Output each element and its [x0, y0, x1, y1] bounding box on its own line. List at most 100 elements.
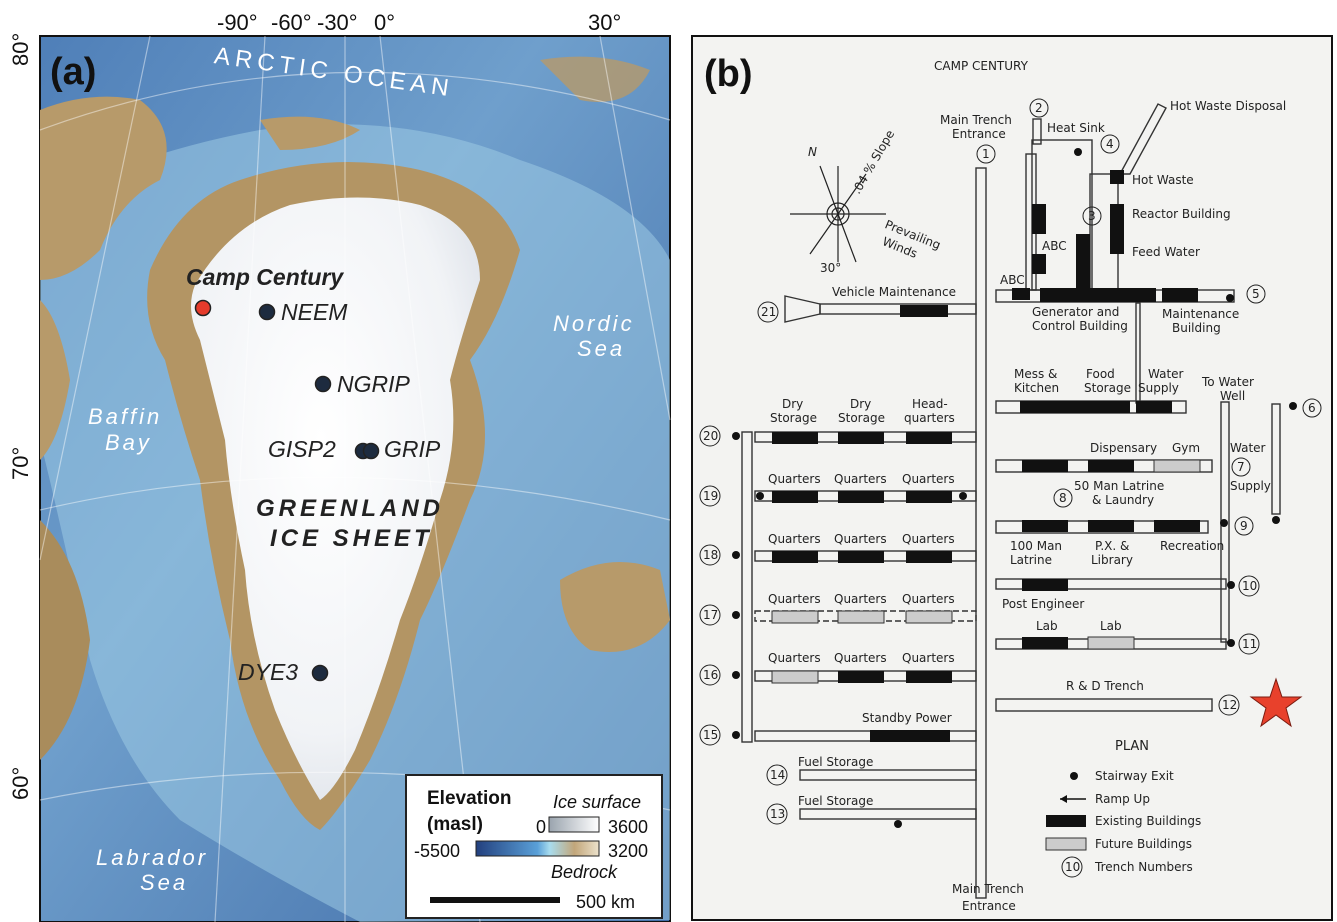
site-label-neem: NEEM	[281, 299, 348, 325]
label-quarters-16a: Quarters	[768, 651, 821, 665]
label-heat-sink: Heat Sink	[1047, 121, 1105, 135]
label-abc-1: ABC	[1042, 239, 1067, 253]
label-water-supply-2: Supply	[1230, 479, 1271, 493]
trench-number-19: 19	[703, 489, 718, 503]
label-to-water-2: Well	[1220, 389, 1245, 403]
site-marker-neem	[258, 303, 276, 321]
label-px-2: Library	[1091, 553, 1133, 567]
baffin-bay-label-2: Bay	[105, 430, 152, 455]
label-dispensary: Dispensary	[1090, 441, 1157, 455]
label-water-supply-1: Water	[1230, 441, 1266, 455]
label-food-1: Food	[1086, 367, 1115, 381]
label-main-trench-entrance-bot-2: Entrance	[962, 899, 1016, 913]
site-label-grip: GRIP	[384, 436, 441, 462]
labrador-sea-label-2: Sea	[140, 870, 188, 895]
trench-number-15: 15	[703, 728, 718, 742]
label-lab-1: Lab	[1036, 619, 1058, 633]
trench-number-11: 11	[1242, 637, 1257, 651]
label-quarters-19a: Quarters	[768, 472, 821, 486]
label-fuel-1: Fuel Storage	[798, 755, 873, 769]
legend-trench-sample: 10	[1065, 860, 1080, 874]
label-main-trench-entrance-bot-1: Main Trench	[952, 882, 1024, 896]
legend-bed-label: Bedrock	[551, 862, 618, 882]
label-dry-2a: Dry	[850, 397, 871, 411]
trench-number-12: 12	[1222, 698, 1237, 712]
label-fuel-2: Fuel Storage	[798, 794, 873, 808]
site-marker-grip	[362, 442, 380, 460]
trench-number-3: 3	[1088, 209, 1096, 223]
compass-north: N	[808, 145, 817, 159]
trench-number-4: 4	[1106, 137, 1114, 151]
legend-ramp: Ramp Up	[1095, 792, 1150, 806]
site-label-dye3: DYE3	[238, 659, 298, 685]
label-post-engineer: Post Engineer	[1002, 597, 1084, 611]
scale-bar-label: 500 km	[576, 892, 635, 912]
compass-angle: 30°	[820, 261, 841, 275]
greenland-map-panel: -90° -60° -30° 0° 30° 80° 70° 60° (a) AR…	[8, 10, 671, 922]
label-feed-water: Feed Water	[1132, 245, 1200, 259]
label-vehicle-maintenance: Vehicle Maintenance	[832, 285, 956, 299]
label-hq-2: quarters	[904, 411, 955, 425]
existing-buildings	[772, 170, 1200, 742]
label-quarters-17b: Quarters	[834, 592, 887, 606]
ice-sheet-label-2: ICE SHEET	[270, 525, 433, 552]
site-marker-camp-century	[194, 299, 212, 317]
label-latrine100-1: 100 Man	[1010, 539, 1062, 553]
longitude-label-30e: 30°	[588, 10, 621, 35]
legend-bed-min: -5500	[414, 841, 460, 861]
trench-number-5: 5	[1252, 287, 1260, 301]
label-dry-2b: Storage	[838, 411, 885, 425]
star-marker-rd-trench	[1249, 677, 1303, 728]
label-quarters-18a: Quarters	[768, 532, 821, 546]
label-recreation: Recreation	[1160, 539, 1224, 553]
legend-stairway: Stairway Exit	[1095, 769, 1174, 783]
trench-number-14: 14	[770, 768, 785, 782]
legend-title-2: (masl)	[427, 814, 483, 835]
label-latrine50-1: 50 Man Latrine	[1074, 479, 1164, 493]
trench-number-10: 10	[1242, 579, 1257, 593]
label-hq-1: Head-	[912, 397, 948, 411]
label-latrine100-2: Latrine	[1010, 553, 1052, 567]
longitude-label-0: 0°	[374, 10, 395, 35]
trench-number-16: 16	[703, 668, 718, 682]
label-quarters-19b: Quarters	[834, 472, 887, 486]
trench-number-21: 21	[761, 305, 776, 319]
label-generator-1: Generator and	[1032, 305, 1119, 319]
longitude-label-60w: -60°	[271, 10, 312, 35]
label-px-1: P.X. &	[1095, 539, 1129, 553]
site-label-gisp2: GISP2	[268, 436, 336, 462]
longitude-label-30w: -30°	[317, 10, 358, 35]
trench-number-6: 6	[1308, 401, 1316, 415]
trench-number-7: 7	[1237, 460, 1245, 474]
legend-bed-max: 3200	[608, 841, 648, 861]
legend-title-1: Elevation	[427, 788, 511, 809]
label-quarters-18b: Quarters	[834, 532, 887, 546]
label-hot-waste-disposal: Hot Waste Disposal	[1170, 99, 1286, 113]
label-main-trench-entrance-top-2: Entrance	[952, 127, 1006, 141]
trench-number-17: 17	[703, 608, 718, 622]
label-water-1: Water	[1148, 367, 1184, 381]
label-lab-2: Lab	[1100, 619, 1122, 633]
label-reactor-building: Reactor Building	[1132, 207, 1231, 221]
site-marker-dye3	[311, 664, 329, 682]
label-dry-1b: Storage	[770, 411, 817, 425]
legend-existing: Existing Buildings	[1095, 814, 1201, 828]
ice-sheet-label-1: GREENLAND	[256, 495, 444, 522]
baffin-bay-label-1: Baffin	[88, 404, 162, 429]
panel-b-label: (b)	[704, 53, 753, 95]
label-quarters-17c: Quarters	[902, 592, 955, 606]
label-quarters-16b: Quarters	[834, 651, 887, 665]
compass-rose	[790, 165, 886, 263]
labrador-sea-label-1: Labrador	[96, 845, 208, 870]
plan-legend: PLAN Stairway Exit Ramp Up Existing Buil…	[1045, 739, 1201, 878]
trench-number-9: 9	[1240, 519, 1248, 533]
label-maintenance-2: Building	[1172, 321, 1221, 335]
latitude-label-70n: 70°	[8, 447, 33, 480]
panel-a-label: (a)	[50, 51, 96, 93]
site-marker-ngrip	[314, 375, 332, 393]
label-generator-2: Control Building	[1032, 319, 1128, 333]
elevation-legend: Elevation (masl) Ice surface 0 3600 -550…	[405, 774, 663, 919]
label-food-2: Storage	[1084, 381, 1131, 395]
trench-number-13: 13	[770, 807, 785, 821]
legend-ice-label: Ice surface	[553, 792, 641, 812]
